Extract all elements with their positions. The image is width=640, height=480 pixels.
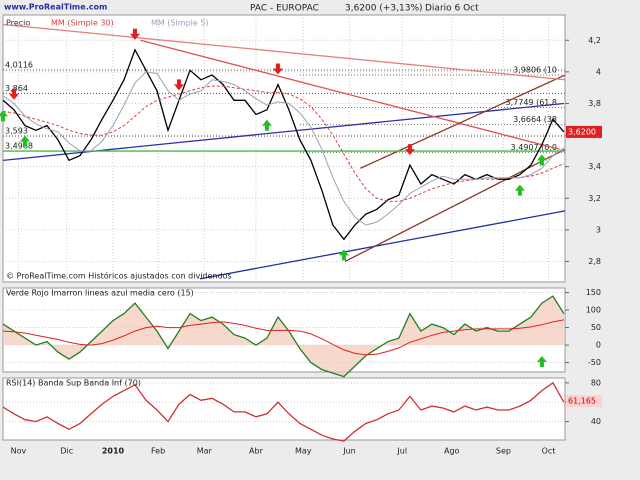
buy-arrow xyxy=(0,110,8,122)
line xyxy=(2,319,564,356)
y-tick-label: 3,2 xyxy=(588,194,601,203)
line xyxy=(2,48,565,241)
y-tick-label: 3,4 xyxy=(588,162,601,171)
level-label: 3,6664 (38 xyxy=(513,115,557,124)
last-value-box xyxy=(566,395,602,408)
buy-arrow xyxy=(19,135,30,147)
line xyxy=(2,71,565,226)
last-value-box xyxy=(566,125,602,138)
trend-line xyxy=(360,74,566,169)
y-tick-label: 80 xyxy=(591,378,601,387)
x-tick-label: Feb xyxy=(151,447,165,456)
x-tick-label: Jun xyxy=(342,447,356,456)
legend-entry: Precio xyxy=(6,19,30,28)
buy-arrow xyxy=(338,249,349,261)
level-label: 3,7749 (61,8 xyxy=(506,98,557,107)
sell-arrow xyxy=(8,88,19,100)
chart-subtitle: 3,6200 (+3,13%) xyxy=(345,4,423,14)
note: © ProRealTime.com Históricos ajustados c… xyxy=(6,271,232,281)
line xyxy=(2,295,565,378)
y-tick-label: 100 xyxy=(586,306,601,315)
sell-arrow xyxy=(129,28,140,40)
line xyxy=(2,85,565,202)
level-label: 3,4988 xyxy=(5,142,33,151)
trend-line xyxy=(2,23,566,81)
x-tick-label: Sep xyxy=(496,447,511,456)
x-tick-label: Dic xyxy=(60,447,73,456)
sell-arrow xyxy=(272,63,283,75)
legend-entry: MM (Simple 30) xyxy=(51,19,114,28)
y-tick-label: 3 xyxy=(596,225,601,234)
panel-label: RSI(14) Banda Sup Banda Inf (70) xyxy=(6,379,141,388)
buy-arrow xyxy=(514,184,525,196)
level-label: 3,9806 (10 xyxy=(513,65,557,74)
last-value-label: 3,6200 xyxy=(568,127,596,136)
level-label: 3,593 xyxy=(5,127,28,136)
x-tick-label: Jul xyxy=(396,447,407,456)
sell-arrow xyxy=(173,79,184,91)
trend-line xyxy=(199,210,566,280)
sell-arrow xyxy=(404,144,415,156)
legend-entry: MM (Simple 5) xyxy=(151,19,209,28)
y-tick-label: 3,8 xyxy=(588,99,601,108)
line xyxy=(2,381,565,442)
y-tick-label: 0 xyxy=(596,341,601,350)
plot-area xyxy=(2,14,566,283)
x-tick-label: Ago xyxy=(444,447,460,456)
level-label: 3,4907 (0,0 xyxy=(511,143,557,152)
y-tick-label: 2,8 xyxy=(588,257,601,266)
buy-arrow xyxy=(536,356,547,367)
buy-arrow xyxy=(536,154,547,166)
area xyxy=(3,296,564,377)
x-tick-label: Abr xyxy=(249,447,264,456)
trend-line xyxy=(140,39,560,150)
y-tick-label: 150 xyxy=(586,288,601,297)
panel-label: Verde Rojo Imarron lineas azul media cer… xyxy=(6,289,194,298)
x-tick-label: Mar xyxy=(197,447,213,456)
chart-title: PAC - EUROPAC xyxy=(250,4,319,14)
y-tick-label: 4,2 xyxy=(588,36,601,45)
period: Diario 6 Oct xyxy=(425,4,479,14)
last-value-label: 61,165 xyxy=(568,397,596,406)
source: www.ProRealTime.com xyxy=(4,3,107,12)
y-tick-label: 40 xyxy=(591,417,601,426)
level-label: 3,864 xyxy=(5,84,28,93)
y-tick-label: 50 xyxy=(591,323,601,332)
level-label: 4,0116 xyxy=(5,61,33,70)
x-tick-label: May xyxy=(295,447,312,456)
y-tick-label: 4 xyxy=(596,67,601,76)
x-tick-label: Nov xyxy=(11,447,27,456)
buy-arrow xyxy=(261,119,272,131)
y-tick-label: -50 xyxy=(588,358,601,367)
x-tick-label: 2010 xyxy=(102,447,125,456)
x-tick-label: Oct xyxy=(542,447,556,456)
